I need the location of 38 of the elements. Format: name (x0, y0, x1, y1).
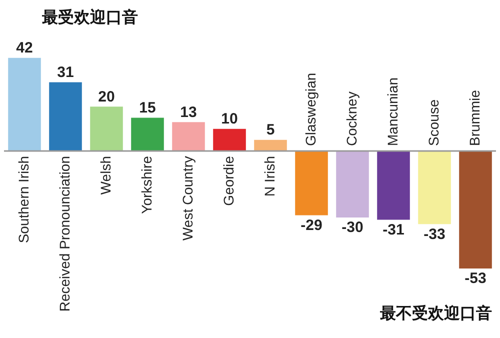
bar (213, 128, 246, 151)
bar (418, 151, 451, 224)
bar (49, 82, 82, 151)
x-tick-label: Geordie (220, 156, 236, 206)
bar (254, 140, 287, 151)
x-tick-label: Brummie (466, 90, 482, 146)
x-tick-label: N Irish (261, 156, 278, 196)
data-label: 10 (221, 110, 238, 128)
data-label: 20 (98, 88, 115, 106)
data-label: 31 (57, 64, 74, 81)
bar (459, 151, 492, 268)
x-tick-label: Southern Irish (15, 156, 32, 244)
bar (8, 58, 41, 151)
x-tick-label: Mancunian (384, 78, 400, 146)
data-label: -53 (464, 270, 486, 288)
x-tick-label: Yorkshire (138, 156, 154, 214)
bar (131, 118, 164, 151)
data-label: 15 (139, 99, 156, 116)
data-label: 42 (16, 40, 33, 57)
x-tick-label: Welsh (97, 156, 114, 195)
x-tick-label: Glaswegian (302, 72, 318, 146)
bar (377, 151, 410, 220)
data-label: -33 (424, 226, 446, 243)
x-tick-label: Cockney (343, 92, 360, 146)
data-label: -30 (342, 219, 364, 236)
bar (336, 151, 369, 218)
data-label: -31 (382, 221, 404, 238)
text: 最受欢迎口音 (41, 7, 138, 26)
x-tick-label: West Country (179, 156, 196, 241)
x-tick-label: Scouse (425, 99, 442, 146)
bar (295, 151, 328, 216)
x-tick-label: Received Pronounciation (56, 156, 72, 312)
bar (90, 106, 123, 151)
text: 最不受欢迎口音 (379, 303, 492, 322)
data-label: 5 (266, 122, 275, 139)
bar (172, 122, 205, 151)
data-label: 13 (180, 104, 197, 121)
data-label: -29 (300, 216, 322, 234)
